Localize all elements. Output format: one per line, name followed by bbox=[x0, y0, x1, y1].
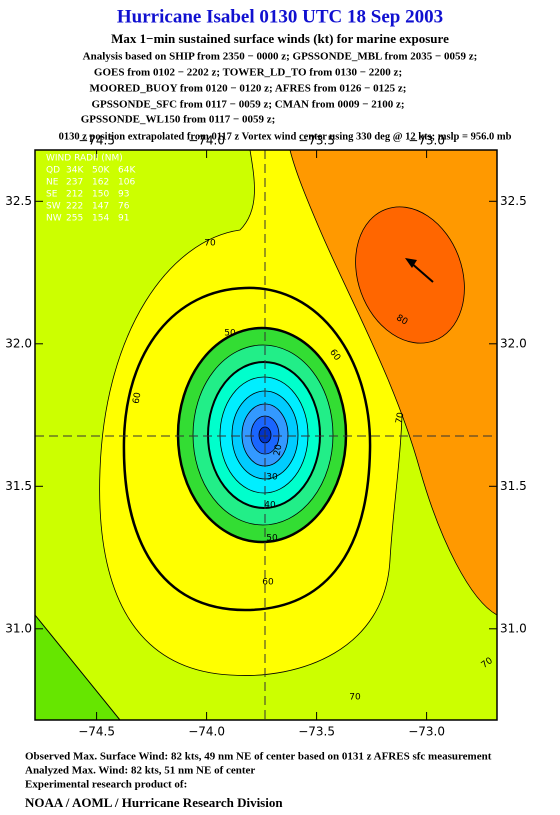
contour-label: 40 bbox=[264, 501, 276, 511]
footer-line: Observed Max. Surface Wind: 82 kts, 49 n… bbox=[25, 751, 492, 763]
radii-cell: 93 bbox=[118, 190, 129, 200]
radii-cell: 222 bbox=[66, 202, 83, 212]
source-line: GPSSONDE_SFC from 0117 − 0059 z; CMAN fr… bbox=[91, 99, 404, 111]
x-tick-label: −74.0 bbox=[188, 134, 225, 148]
radii-cell: SW bbox=[46, 202, 61, 212]
y-tick-label: 32.0 bbox=[500, 336, 527, 350]
contour-label: 70 bbox=[395, 411, 407, 424]
contour-label: 60 bbox=[262, 578, 274, 588]
y-tick-label: 31.5 bbox=[5, 479, 32, 493]
contour-label: 20 bbox=[273, 443, 285, 456]
radii-cell: 255 bbox=[66, 214, 83, 224]
radii-cell: 212 bbox=[66, 190, 83, 200]
y-tick-label: 32.5 bbox=[500, 194, 527, 208]
contour-label: 50 bbox=[224, 329, 236, 339]
x-tick-label: −73.0 bbox=[408, 134, 445, 148]
x-tick-label: −74.5 bbox=[78, 134, 115, 148]
radii-cell: 154 bbox=[92, 214, 109, 224]
radii-cell: NE bbox=[46, 178, 59, 188]
x-tick-label: −73.5 bbox=[298, 725, 335, 739]
y-tick-label: 31.0 bbox=[5, 621, 32, 635]
radii-cell: 34K bbox=[66, 166, 84, 176]
subtitle: Max 1−min sustained surface winds (kt) f… bbox=[111, 31, 449, 46]
x-tick-label: −74.0 bbox=[188, 725, 225, 739]
radii-cell: 150 bbox=[92, 190, 109, 200]
source-line: GOES from 0102 − 2202 z; TOWER_LD_TO fro… bbox=[94, 67, 402, 79]
source-line: GPSSONDE_WL150 from 0117 − 0059 z; bbox=[81, 114, 276, 126]
title: Hurricane Isabel 0130 UTC 18 Sep 2003 bbox=[117, 6, 443, 27]
x-tick-label: −73.0 bbox=[408, 725, 445, 739]
footer-line: Experimental research product of: bbox=[25, 779, 187, 791]
radii-cell: 50K bbox=[92, 166, 110, 176]
radii-cell: 64K bbox=[118, 166, 136, 176]
y-tick-label: 31.5 bbox=[500, 479, 527, 493]
y-tick-label: 31.0 bbox=[500, 621, 527, 635]
contour-label: 70 bbox=[204, 239, 216, 249]
contour-label: 60 bbox=[132, 391, 144, 404]
position-note: 0130 z position extrapolated from 0117 z… bbox=[59, 131, 512, 142]
contour-label: 50 bbox=[266, 534, 278, 544]
radii-cell: 237 bbox=[66, 178, 83, 188]
radii-cell: 147 bbox=[92, 202, 109, 212]
map-labels: −74.5 −74.5 −74.0 −74.0 −73.5 −73.5 −73.0 −73.0… bbox=[5, 134, 526, 739]
radii-cell: SE bbox=[46, 190, 58, 200]
radii-cell: 91 bbox=[118, 214, 129, 224]
footer-line: Analyzed Max. Wind: 82 kts, 51 nm NE of … bbox=[25, 765, 255, 777]
radii-cell: NW bbox=[46, 214, 62, 224]
y-tick-label: 32.5 bbox=[5, 194, 32, 208]
radii-cell: 106 bbox=[118, 178, 135, 188]
map-fill bbox=[34, 149, 498, 721]
radii-cell: 76 bbox=[118, 202, 130, 212]
radii-cell: 162 bbox=[92, 178, 109, 188]
footer-org: NOAA / AOML / Hurricane Research Divisio… bbox=[25, 795, 283, 810]
x-tick-label: −74.5 bbox=[78, 725, 115, 739]
x-tick-label: −73.5 bbox=[298, 134, 335, 148]
contour-label: 70 bbox=[349, 693, 361, 703]
radii-title: WIND RADII (NM) bbox=[46, 154, 123, 164]
contour-label: 30 bbox=[266, 473, 278, 483]
radii-cell: QD bbox=[46, 166, 60, 176]
y-tick-label: 32.0 bbox=[5, 336, 32, 350]
source-line: Analysis based on SHIP from 2350 − 0000 … bbox=[83, 51, 478, 63]
source-line: MOORED_BUOY from 0120 − 0120 z; AFRES fr… bbox=[90, 83, 407, 95]
